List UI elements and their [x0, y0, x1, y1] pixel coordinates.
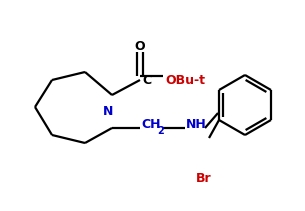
Text: N: N: [103, 104, 113, 118]
Text: C: C: [142, 73, 151, 87]
Text: Br: Br: [196, 172, 212, 184]
Text: O: O: [135, 39, 145, 53]
Text: OBu-t: OBu-t: [165, 73, 205, 87]
Text: 2: 2: [157, 126, 164, 136]
Text: CH: CH: [141, 118, 160, 130]
Text: NH: NH: [186, 118, 207, 130]
